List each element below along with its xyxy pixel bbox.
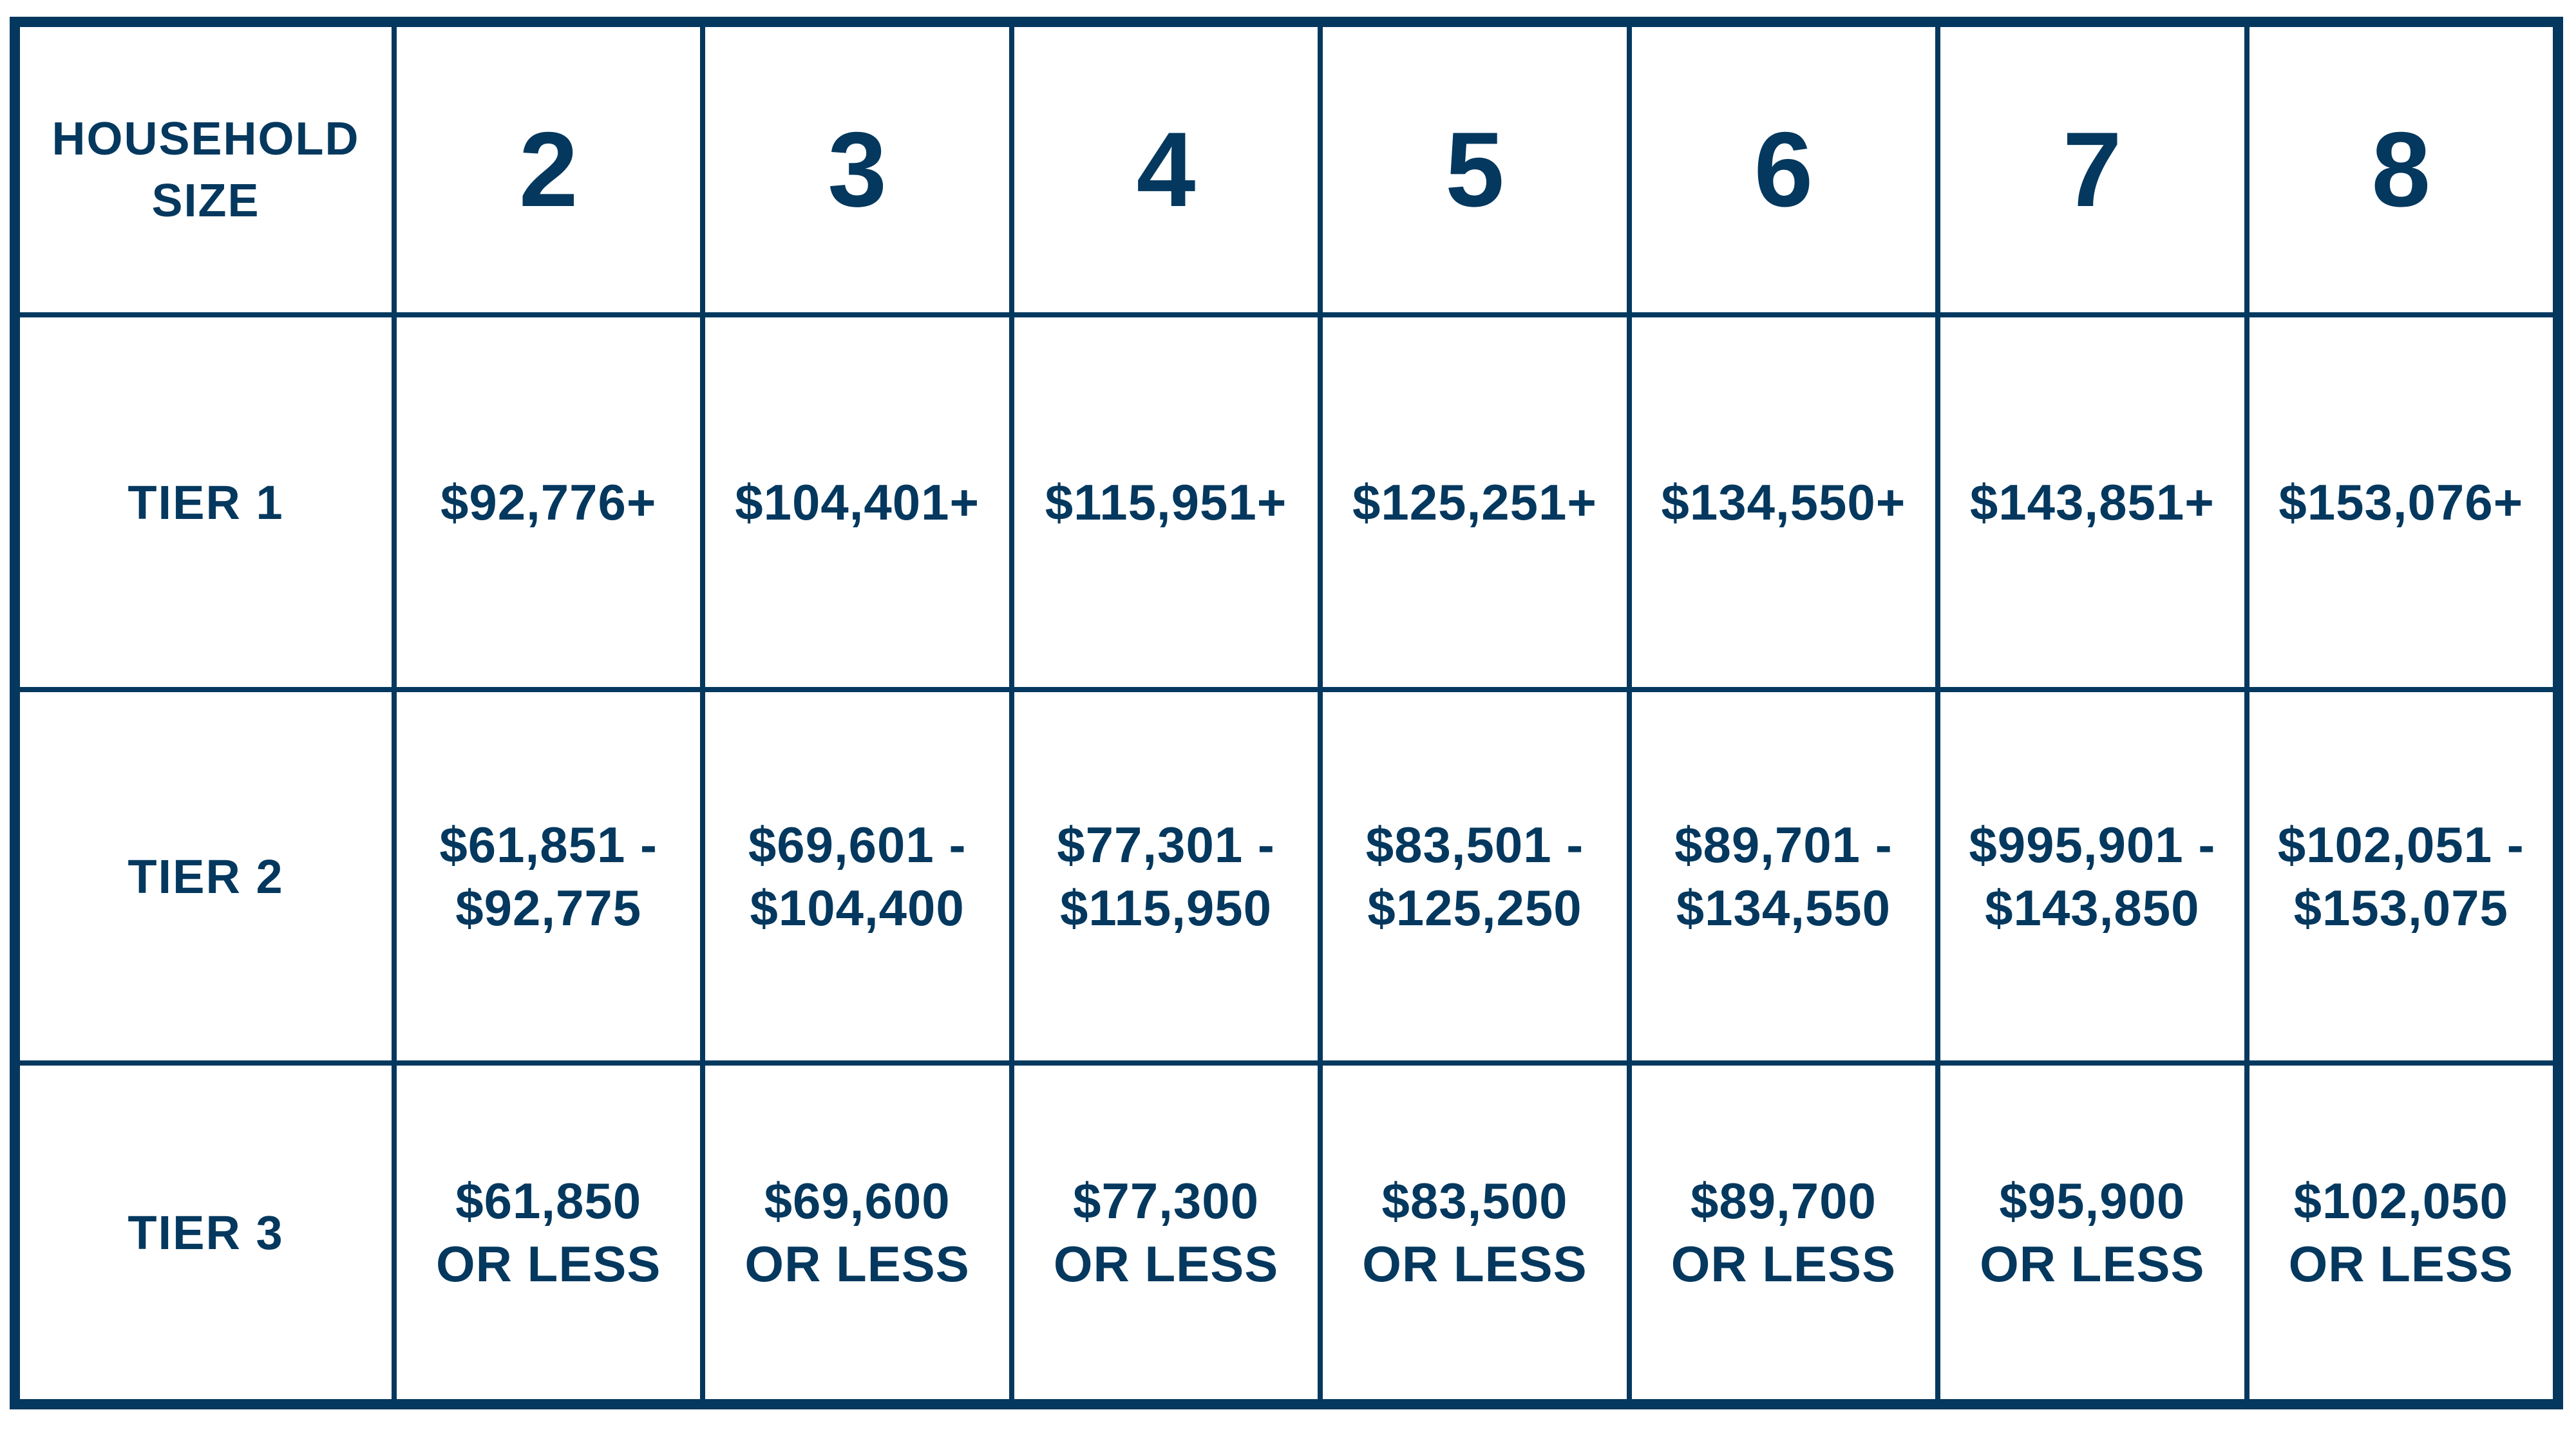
income-line: $104,401+: [735, 474, 980, 531]
income-cell: $69,600 OR LESS: [705, 1066, 1009, 1399]
income-cell: $61,851 - $92,775: [397, 692, 701, 1060]
income-cell: $134,550+: [1631, 317, 1936, 687]
income-cell: $92,776+: [397, 317, 701, 687]
income-line: $92,776+: [440, 474, 657, 531]
income-cell: $102,050 OR LESS: [2249, 1066, 2553, 1399]
income-tier-table: HOUSEHOLD SIZE 2 3 4 5 6 7 8 TIER 1 $92,776+ $104,…: [10, 17, 2563, 1409]
income-line: $115,951+: [1045, 474, 1287, 531]
income-line: $92,775: [455, 880, 642, 936]
household-size-7: 7: [1940, 27, 2244, 312]
income-line: $104,400: [750, 880, 965, 936]
income-line: OR LESS: [1362, 1236, 1587, 1292]
income-line: $83,500: [1381, 1172, 1568, 1229]
income-line: $134,550+: [1661, 474, 1906, 531]
income-cell: $115,951+: [1014, 317, 1318, 687]
income-line: $61,851 -: [439, 816, 658, 873]
income-line: OR LESS: [744, 1236, 970, 1292]
income-line: $102,050: [2293, 1172, 2508, 1229]
income-line: $153,076+: [2278, 474, 2524, 531]
income-cell: $89,701 - $134,550: [1631, 692, 1936, 1060]
income-line: $95,900: [1999, 1172, 2186, 1229]
income-line: OR LESS: [436, 1236, 661, 1292]
income-line: OR LESS: [1671, 1236, 1897, 1292]
income-cell: $95,900 OR LESS: [1940, 1066, 2244, 1399]
income-line: $102,051 -: [2277, 816, 2524, 873]
income-line: $69,601 -: [748, 816, 967, 873]
income-line: $77,301 -: [1057, 816, 1275, 873]
income-cell: $102,051 - $153,075: [2249, 692, 2553, 1060]
income-cell: $125,251+: [1323, 317, 1627, 687]
income-cell: $77,301 - $115,950: [1014, 692, 1318, 1060]
tier-label: TIER 1: [20, 317, 392, 687]
tier-label: TIER 2: [20, 692, 392, 1060]
income-line: $61,850: [455, 1172, 642, 1229]
income-line: $125,251+: [1352, 474, 1597, 531]
income-cell: $69,601 - $104,400: [705, 692, 1009, 1060]
income-line: $83,501 -: [1365, 816, 1584, 873]
income-line: $143,850: [1985, 880, 2200, 936]
income-cell: $143,851+: [1940, 317, 2244, 687]
income-line: $995,901 -: [1969, 816, 2216, 873]
income-cell: $89,700 OR LESS: [1631, 1066, 1936, 1399]
income-line: $134,550: [1676, 880, 1891, 936]
household-size-2: 2: [397, 27, 701, 312]
income-line: $115,950: [1060, 880, 1273, 936]
income-cell: $104,401+: [705, 317, 1009, 687]
income-line: OR LESS: [1980, 1236, 2205, 1292]
income-cell: $61,850 OR LESS: [397, 1066, 701, 1399]
income-line: $77,300: [1073, 1172, 1260, 1229]
tier-label: TIER 3: [20, 1066, 392, 1399]
income-line: $153,075: [2293, 880, 2508, 936]
household-size-6: 6: [1631, 27, 1936, 312]
household-size-8: 8: [2249, 27, 2553, 312]
income-line: OR LESS: [1053, 1236, 1279, 1292]
household-size-3: 3: [705, 27, 1009, 312]
income-line: $89,701 -: [1674, 816, 1893, 873]
income-line: $143,851+: [1969, 474, 2215, 531]
income-cell: $77,300 OR LESS: [1014, 1066, 1318, 1399]
household-size-4: 4: [1014, 27, 1318, 312]
income-cell: $83,500 OR LESS: [1323, 1066, 1627, 1399]
household-size-header: HOUSEHOLD SIZE: [20, 27, 392, 312]
income-cell: $83,501 - $125,250: [1323, 692, 1627, 1060]
household-size-5: 5: [1323, 27, 1627, 312]
income-cell: $153,076+: [2249, 317, 2553, 687]
income-line: $125,250: [1367, 880, 1582, 936]
income-line: $69,600: [764, 1172, 951, 1229]
income-line: OR LESS: [2288, 1236, 2514, 1292]
header-label-line2: SIZE: [151, 174, 260, 227]
income-line: $89,700: [1690, 1172, 1877, 1229]
header-label-line1: HOUSEHOLD: [52, 113, 360, 165]
income-cell: $995,901 - $143,850: [1940, 692, 2244, 1060]
